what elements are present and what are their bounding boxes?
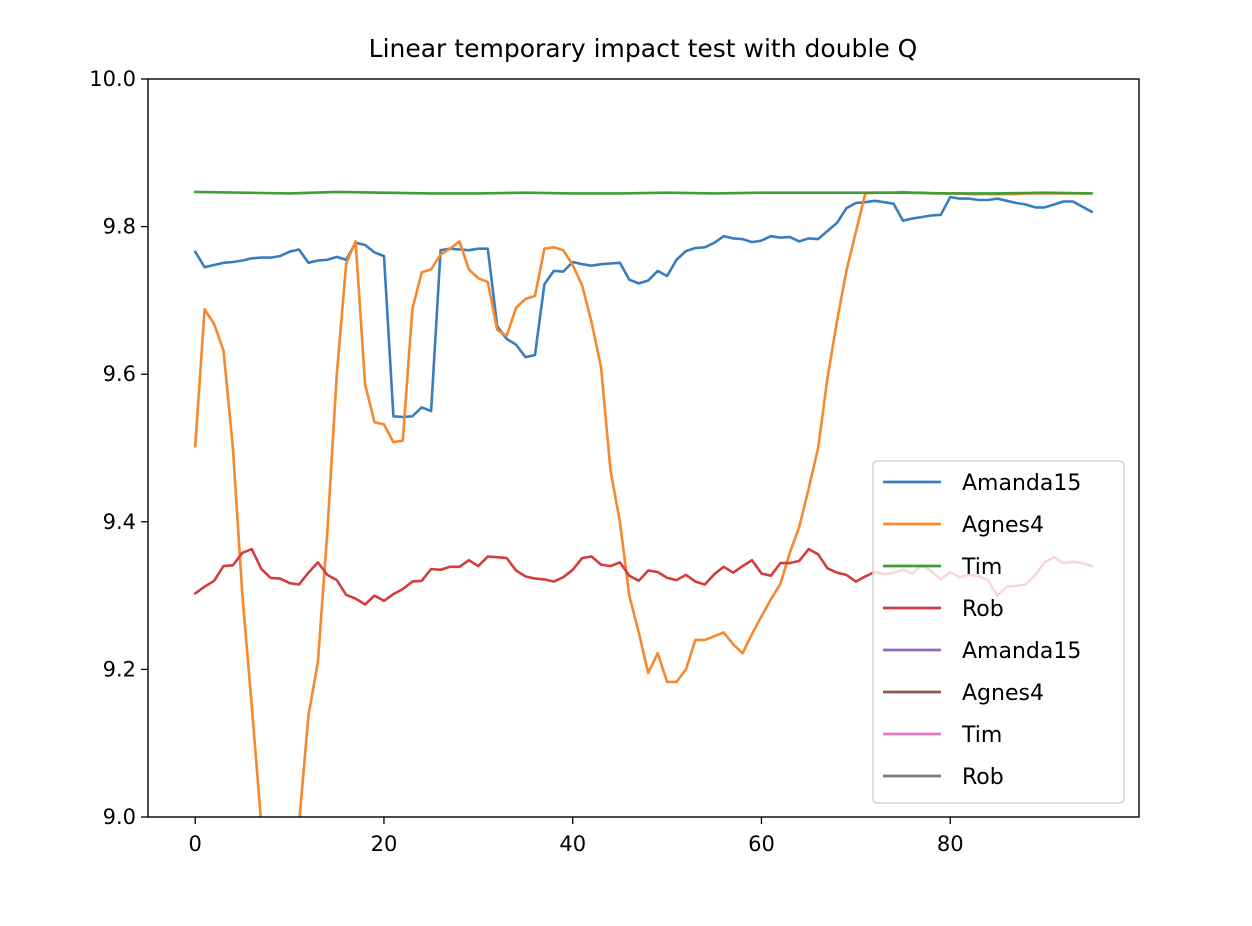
x-tick-label: 60 [748, 832, 775, 856]
legend-entry: Amanda15 [883, 471, 1081, 496]
y-tick-label: 10.0 [89, 67, 136, 91]
y-tick-label: 9.0 [103, 805, 136, 829]
legend-label: Tim [961, 723, 1002, 748]
legend-entry: Rob [883, 597, 1004, 622]
legend-label: Agnes4 [962, 681, 1044, 706]
legend-label: Agnes4 [962, 513, 1044, 538]
chart-title: Linear temporary impact test with double… [369, 34, 918, 63]
x-tick-label: 80 [937, 832, 964, 856]
legend-label: Amanda15 [962, 471, 1081, 496]
legend-box [872, 460, 1125, 804]
y-tick-label: 9.2 [103, 657, 136, 681]
legend-label: Amanda15 [962, 639, 1081, 664]
legend-label: Rob [962, 597, 1004, 622]
y-tick-label: 9.6 [103, 362, 136, 386]
legend-entry: Tim [883, 555, 1002, 580]
y-tick-label: 9.8 [103, 215, 136, 239]
series-line-amanda15-0 [193, 195, 1094, 419]
legend: Amanda15 Agnes4 Tim Rob Amanda15 Agnes4 Tim Rob [872, 460, 1125, 804]
legend-entry: Tim [883, 723, 1002, 748]
y-tick-label: 9.4 [103, 510, 136, 534]
series-line-tim-2 [193, 190, 1094, 195]
x-axis: 0 20 40 60 80 [189, 817, 964, 856]
x-tick-label: 40 [559, 832, 586, 856]
legend-label: Tim [961, 555, 1002, 580]
plot-frame [147, 78, 1140, 818]
legend-entry: Amanda15 [883, 639, 1081, 664]
x-tick-label: 0 [189, 832, 202, 856]
legend-entry: Agnes4 [883, 513, 1044, 538]
x-tick-label: 20 [371, 832, 398, 856]
legend-label: Rob [962, 765, 1004, 790]
legend-entry: Agnes4 [883, 681, 1044, 706]
legend-entry: Rob [883, 765, 1004, 790]
y-axis: 9.0 9.2 9.4 9.6 9.8 10.0 [89, 67, 148, 829]
